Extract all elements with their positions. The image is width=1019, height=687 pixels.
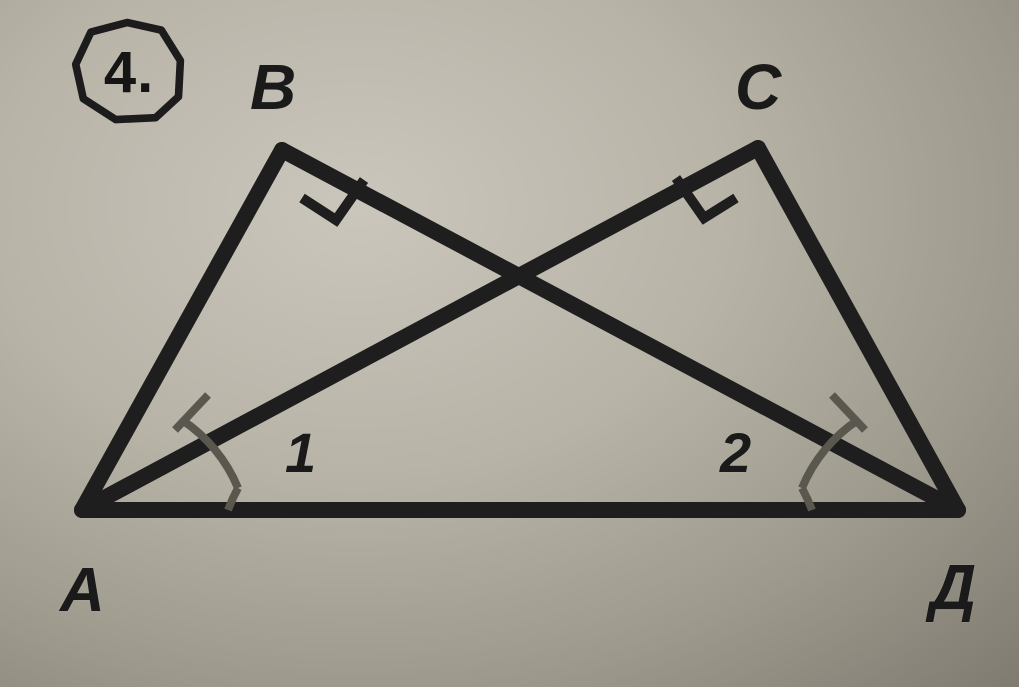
figure-canvas: 4. A B C Д 1 2 — [0, 0, 1019, 687]
vertex-label-D: Д — [930, 555, 976, 619]
angle-label-2: 2 — [720, 425, 751, 481]
vertex-label-C: C — [735, 55, 781, 119]
problem-number-bubble: 4. — [70, 18, 188, 126]
vertex-label-B: B — [250, 55, 296, 119]
problem-number: 4. — [104, 39, 154, 106]
angle-label-1: 1 — [285, 425, 316, 481]
vertex-label-A: A — [60, 560, 105, 622]
